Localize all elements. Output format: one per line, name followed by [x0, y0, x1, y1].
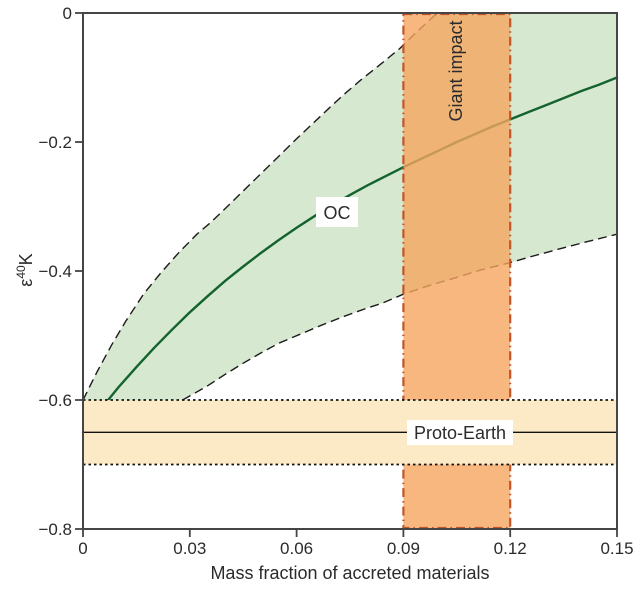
x-tick-label: 0.12	[494, 539, 527, 558]
y-axis-title: ε40K	[14, 253, 36, 286]
x-tick-label: 0.03	[173, 539, 206, 558]
oc-label-box	[316, 197, 358, 227]
oc-curve	[81, 76, 619, 434]
y-tick-label: −0.2	[38, 133, 72, 152]
axes: Mass fraction of accreted materials ε40K…	[14, 4, 634, 583]
y-tick-label: −0.4	[38, 262, 72, 281]
lower-bound-curve	[182, 233, 618, 401]
y-tick-label: 0	[63, 4, 72, 23]
annotation-labels: OC Proto-Earth Giant impact	[316, 20, 513, 445]
x-tick-label: 0	[78, 539, 87, 558]
y-tick-label: −0.6	[38, 391, 72, 410]
proto-earth-label-box	[407, 420, 513, 445]
giant-impact-label: Giant impact	[446, 20, 466, 121]
y-axis-title-suffix: K	[16, 253, 36, 265]
upper-bound-curve	[82, 12, 438, 401]
x-tick-label: 0.06	[280, 539, 313, 558]
x-axis-title: Mass fraction of accreted materials	[210, 563, 489, 583]
y-axis-title-symbol: ε	[16, 279, 36, 287]
oc-label: OC	[324, 203, 351, 223]
y-tick-label: −0.8	[38, 520, 72, 539]
proto-earth-band	[83, 399, 617, 466]
x-tick-label: 0.15	[600, 539, 633, 558]
x-tick-label: 0.09	[387, 539, 420, 558]
proto-earth-label: Proto-Earth	[414, 423, 506, 443]
y-axis-title-superscript: 40	[14, 265, 28, 279]
